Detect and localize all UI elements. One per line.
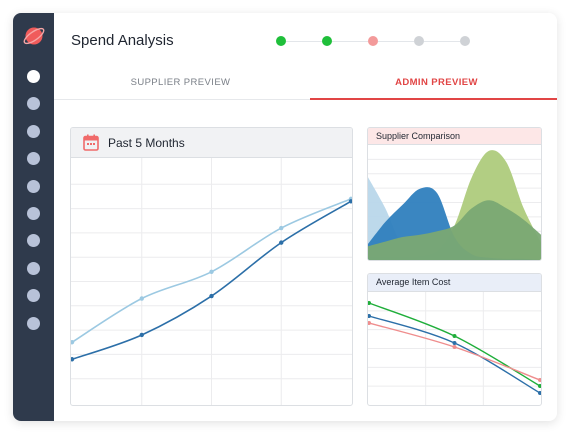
panel-header: Supplier Comparison <box>368 128 541 145</box>
sidebar-nav-item-10[interactable] <box>27 316 40 330</box>
step-dot-3 <box>368 36 378 46</box>
stepper-connector <box>286 41 322 42</box>
past-months-panel: Past 5 Months <box>70 127 353 406</box>
average-item-cost-line-chart <box>368 292 541 405</box>
sidebar-nav-item-5[interactable] <box>27 179 40 193</box>
sidebar-nav-item-1[interactable] <box>27 70 40 83</box>
data-point <box>139 332 144 338</box>
stepper-connector <box>332 41 368 42</box>
calendar-icon <box>83 134 99 151</box>
sidebar-nav-item-9[interactable] <box>27 289 40 303</box>
series-line-3 <box>368 322 541 381</box>
step-dot-5 <box>460 36 470 46</box>
planet-logo-icon <box>23 27 45 45</box>
data-point <box>279 240 284 245</box>
sidebar-nav-item-4[interactable] <box>27 152 40 166</box>
data-point <box>209 293 214 299</box>
step-dot-4 <box>414 36 424 46</box>
supplier-comparison-area-chart <box>368 150 541 260</box>
stepper-connector <box>378 41 414 42</box>
panel-header: Past 5 Months <box>71 128 352 158</box>
tab-divider <box>54 99 557 100</box>
data-point <box>279 225 284 231</box>
data-point <box>368 321 371 325</box>
data-point <box>71 357 75 362</box>
stepper-connector <box>424 41 460 42</box>
data-point <box>139 296 144 301</box>
data-point <box>452 345 457 349</box>
step-dot-1 <box>276 36 286 46</box>
data-point <box>348 199 352 204</box>
sidebar <box>13 13 54 421</box>
sidebar-nav-item-2[interactable] <box>27 97 40 111</box>
data-point <box>452 334 457 338</box>
data-point <box>368 301 371 305</box>
panel-title: Average Item Cost <box>376 277 451 287</box>
sidebar-nav-item-6[interactable] <box>27 207 40 220</box>
panel-title: Past 5 Months <box>108 136 185 150</box>
data-point <box>538 384 541 388</box>
sidebar-nav-item-7[interactable] <box>27 234 40 248</box>
sidebar-nav-item-3[interactable] <box>27 124 40 138</box>
step-dot-2 <box>322 36 332 46</box>
page-title: Spend Analysis <box>71 32 174 49</box>
data-point <box>538 378 541 382</box>
panel-title: Supplier Comparison <box>376 131 461 141</box>
data-point <box>209 269 214 274</box>
supplier-comparison-panel: Supplier Comparison <box>367 127 542 261</box>
sidebar-nav-item-8[interactable] <box>27 261 40 275</box>
data-point <box>452 341 457 345</box>
past-months-line-chart <box>71 158 352 405</box>
panel-header: Average Item Cost <box>368 274 541 292</box>
app-card: Spend Analysis SUPPLIER PREVIEW ADMIN PR… <box>13 13 557 421</box>
data-point <box>368 314 371 318</box>
active-tab-indicator <box>310 98 557 100</box>
data-point <box>71 340 75 345</box>
data-point <box>538 391 541 395</box>
area-series-3 <box>368 200 541 260</box>
tab-supplier-preview[interactable]: SUPPLIER PREVIEW <box>130 77 231 88</box>
average-item-cost-panel: Average Item Cost <box>367 273 542 406</box>
tab-admin-preview[interactable]: ADMIN PREVIEW <box>395 77 478 88</box>
series-line-2 <box>368 315 541 394</box>
